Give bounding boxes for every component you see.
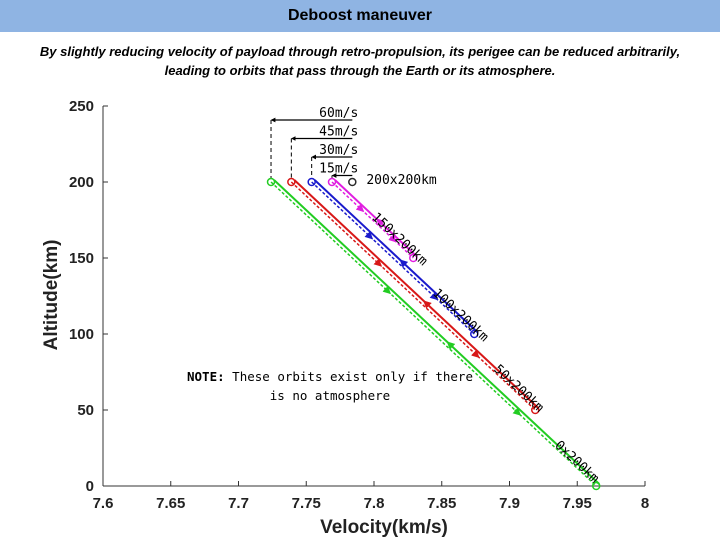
orbit-direction-arrow — [382, 285, 392, 295]
orbit-series — [266, 177, 601, 491]
deltav-label: 60m/s — [319, 106, 358, 121]
subtitle-line-1: By slightly reducing velocity of payload… — [39, 44, 681, 59]
deltav-label: 30m/s — [319, 143, 358, 158]
orbit-return-arrow — [446, 341, 456, 350]
deltav-label: 45m/s — [319, 125, 358, 140]
note-line-1: These orbits exist only if there — [225, 369, 473, 384]
apogee-point — [327, 177, 337, 187]
orbit-label: 0x200km — [551, 438, 601, 487]
orbit-return-arrow — [375, 218, 385, 227]
orbit-direction-arrow — [364, 231, 374, 240]
orbit-direction-arrow — [512, 407, 522, 416]
slide-subtitle: By slightly reducing velocity of payload… — [10, 42, 710, 80]
y-tick-label: 250 — [69, 98, 94, 115]
deltav-label: 15m/s — [319, 162, 358, 177]
orbit-direction-arrow — [355, 203, 365, 213]
orbit-line-ascending — [334, 179, 417, 257]
x-tick-label: 7.75 — [292, 495, 321, 512]
orbit-direction-arrow — [471, 349, 480, 359]
y-axis-title: Altitude(km) — [41, 240, 62, 351]
perigee-point — [591, 481, 601, 491]
note-line-2: is no atmosphere — [270, 388, 390, 403]
y-tick-label: 150 — [69, 250, 94, 267]
x-tick-label: 7.95 — [563, 495, 592, 512]
y-tick-label: 200 — [69, 174, 94, 191]
deltav-guides: 60m/s 45m/s 30m/s 15m/s — [270, 106, 358, 178]
apogee-point — [307, 177, 316, 187]
subtitle-line-2: leading to orbits that pass through the … — [164, 63, 556, 78]
orbit-line-descending — [290, 181, 536, 411]
perigee-point — [470, 329, 479, 339]
note-bold: NOTE: — [187, 369, 225, 384]
orbit-line-descending — [270, 181, 597, 487]
y-tick-label: 50 — [77, 402, 94, 419]
slide-header: Deboost maneuver — [0, 0, 720, 32]
y-tick-label: 0 — [86, 478, 94, 495]
apogee-point — [287, 177, 296, 187]
perigee-point — [409, 253, 418, 263]
orbit-return-arrow — [399, 259, 409, 268]
x-tick-label: 7.65 — [156, 495, 185, 512]
x-tick-label: 7.8 — [364, 495, 385, 512]
x-tick-label: 7.7 — [228, 495, 249, 512]
y-tick-label: 100 — [69, 326, 94, 343]
chart-labels: 200x200km150x200km100x200km50x200km0x200… — [366, 173, 602, 486]
orbit-line-descending — [331, 181, 414, 259]
perigee-point — [530, 405, 540, 415]
orbit-line-descending — [311, 181, 475, 335]
x-tick-label: 7.9 — [499, 495, 520, 512]
x-tick-label: 8 — [641, 495, 649, 512]
orbit-label: 200x200km — [366, 173, 437, 188]
slide-title: Deboost maneuver — [287, 7, 433, 24]
orbit-line-ascending — [273, 179, 600, 485]
x-tick-label: 7.6 — [93, 495, 114, 512]
orbit-line-ascending — [293, 179, 539, 409]
orbit-direction-arrow — [373, 258, 383, 267]
chart-axes: 7.6 7.65 7.7 7.75 7.8 7.85 7.9 7.95 8 0 50 100 150 20… — [69, 98, 649, 512]
apogee-point — [348, 177, 357, 187]
x-tick-label: 7.85 — [427, 495, 456, 512]
orbit-direction-arrow — [429, 291, 439, 301]
orbit-return-arrow — [423, 300, 432, 309]
orbit-direction-arrow — [388, 234, 397, 243]
orbit-line-ascending — [313, 179, 478, 333]
x-axis-title: Velocity(km/s) — [320, 517, 448, 538]
note-text: NOTE: These orbits exist only if there — [187, 369, 473, 384]
apogee-point — [266, 177, 276, 187]
